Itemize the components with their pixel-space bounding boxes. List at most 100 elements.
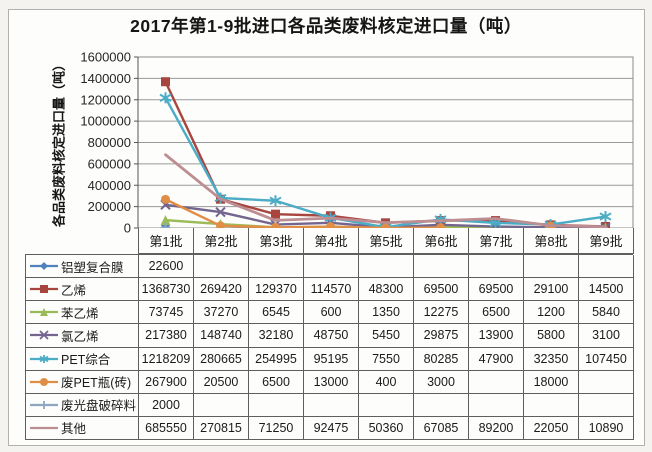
legend-marker-icon — [30, 426, 58, 430]
data-point-marker-asterisk — [269, 195, 282, 207]
series-name: 氯乙烯 — [61, 329, 99, 344]
value-cell: 22050 — [524, 416, 579, 440]
value-cell — [414, 255, 469, 279]
value-cell: 13900 — [469, 324, 524, 348]
category-header: 第6批 — [414, 228, 469, 254]
value-cell: 5450 — [359, 324, 414, 348]
value-cell: 18000 — [524, 370, 579, 394]
y-tick-label: 1000000 — [80, 114, 131, 129]
category-header: 第5批 — [359, 228, 414, 254]
value-cell: 32350 — [524, 347, 579, 371]
value-cell: 1218209 — [139, 347, 194, 371]
legend-marker-icon — [30, 285, 58, 294]
y-tick-label: 1200000 — [80, 92, 131, 107]
value-cell: 13000 — [304, 370, 359, 394]
value-cell — [304, 393, 359, 417]
data-point-marker-square — [271, 209, 280, 219]
value-cell: 71250 — [249, 416, 304, 440]
category-header: 第1批 — [139, 228, 194, 254]
category-header: 第2批 — [194, 228, 249, 254]
series-name: 其他 — [61, 422, 87, 437]
legend-cell: 废光盘破碎料 — [26, 393, 139, 417]
category-header: 第7批 — [469, 228, 524, 254]
value-cell: 685550 — [139, 416, 194, 440]
value-cell: 7550 — [359, 347, 414, 371]
data-point-marker-x — [215, 206, 226, 218]
value-cell: 50360 — [359, 416, 414, 440]
value-cell: 3100 — [579, 324, 634, 348]
legend-marker-icon — [30, 377, 58, 386]
data-point-marker-triangle — [160, 215, 171, 226]
value-cell — [414, 393, 469, 417]
value-cell: 280665 — [194, 347, 249, 371]
y-tick-label: 1400000 — [80, 71, 131, 86]
value-cell: 29100 — [524, 278, 579, 302]
series-name: 苯乙烯 — [61, 306, 99, 321]
value-cell: 2000 — [139, 393, 194, 417]
value-cell: 5840 — [579, 301, 634, 325]
series-line — [164, 153, 607, 229]
legend-marker-icon — [30, 262, 58, 271]
value-cell: 1350 — [359, 301, 414, 325]
value-cell: 267900 — [139, 370, 194, 394]
data-point-marker-asterisk — [159, 92, 172, 104]
y-tick-label: 400000 — [88, 178, 131, 193]
value-cell: 1368730 — [139, 278, 194, 302]
value-cell: 29875 — [414, 324, 469, 348]
data-point-marker-circle — [161, 194, 170, 204]
legend-cell: 其他 — [26, 416, 139, 440]
value-cell: 6500 — [249, 370, 304, 394]
value-cell: 5800 — [524, 324, 579, 348]
value-cell: 10890 — [579, 416, 634, 440]
y-tick-label: 800000 — [88, 135, 131, 150]
category-header: 第4批 — [304, 228, 359, 254]
value-cell: 48300 — [359, 278, 414, 302]
value-cell: 32180 — [249, 324, 304, 348]
category-header: 第8批 — [524, 228, 579, 254]
value-cell: 89200 — [469, 416, 524, 440]
legend-cell: 铝塑复合膜 — [26, 255, 139, 279]
value-cell: 22600 — [139, 255, 194, 279]
value-cell: 217380 — [139, 324, 194, 348]
value-cell — [249, 393, 304, 417]
value-cell: 47900 — [469, 347, 524, 371]
value-cell: 270815 — [194, 416, 249, 440]
y-tick-label: 600000 — [88, 156, 131, 171]
series-name: 废PET瓶(砖) — [61, 376, 132, 391]
value-cell: 37270 — [194, 301, 249, 325]
value-cell: 6545 — [249, 301, 304, 325]
legend-cell: 氯乙烯 — [26, 324, 139, 348]
value-cell — [304, 255, 359, 279]
value-cell: 148740 — [194, 324, 249, 348]
value-cell — [359, 393, 414, 417]
category-header-row: 第1批 第2批 第3批 第4批 第5批 第6批 第7批 第8批 第9批 — [138, 228, 634, 254]
category-header: 第9批 — [579, 228, 634, 254]
series-name: 铝塑复合膜 — [61, 260, 124, 275]
value-cell: 400 — [359, 370, 414, 394]
value-cell: 114570 — [304, 278, 359, 302]
value-cell — [524, 393, 579, 417]
value-cell: 48750 — [304, 324, 359, 348]
legend-marker-icon — [30, 308, 58, 317]
legend-marker-icon — [30, 330, 58, 341]
y-tick-label: 0 — [124, 221, 131, 236]
value-cell — [194, 255, 249, 279]
value-cell — [469, 255, 524, 279]
legend-cell: 废PET瓶(砖) — [26, 370, 139, 394]
data-point-marker-asterisk — [599, 211, 612, 223]
value-cell: 269420 — [194, 278, 249, 302]
value-cell — [579, 393, 634, 417]
legend-marker-icon — [30, 354, 58, 363]
value-cell: 80285 — [414, 347, 469, 371]
category-header: 第3批 — [249, 228, 304, 254]
legend-cell: 苯乙烯 — [26, 301, 139, 325]
data-point-marker-square — [161, 77, 170, 87]
value-cell — [579, 370, 634, 394]
value-cell: 69500 — [414, 278, 469, 302]
legend-cell: PET综合 — [26, 347, 139, 371]
value-cell: 12275 — [414, 301, 469, 325]
series-name: PET综合 — [61, 353, 111, 368]
value-cell: 129370 — [249, 278, 304, 302]
legend-marker-icon — [30, 400, 58, 409]
